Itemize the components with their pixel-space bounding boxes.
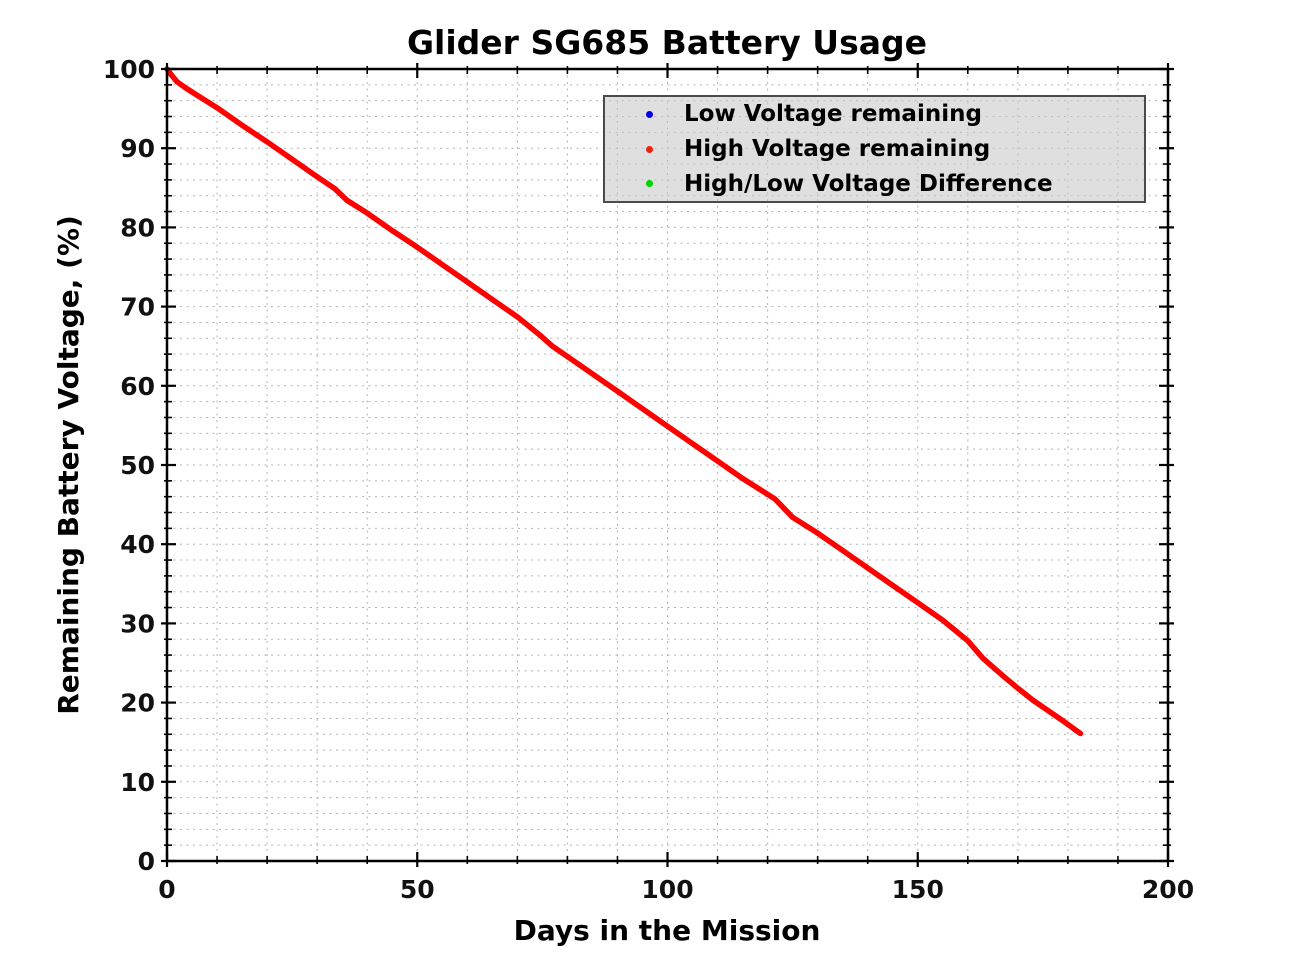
- y-tick-label: 70: [120, 293, 155, 322]
- y-tick-label: 90: [120, 134, 155, 163]
- y-tick-label: 60: [120, 372, 155, 401]
- y-axis-label: Remaining Battery Voltage, (%): [52, 215, 85, 715]
- x-tick-label: 150: [892, 875, 944, 904]
- y-tick-label: 20: [120, 689, 155, 718]
- series-curve: [164, 66, 1084, 737]
- legend-item: Low Voltage remaining: [605, 97, 1144, 132]
- legend: Low Voltage remaining High Voltage remain…: [603, 95, 1146, 203]
- dot-icon: [646, 180, 653, 188]
- x-tick-label: 200: [1142, 875, 1194, 904]
- x-tick-label: 50: [400, 875, 435, 904]
- x-tick-label: 0: [158, 875, 175, 904]
- y-tick-label: 50: [120, 451, 155, 480]
- dot-icon: [646, 110, 653, 118]
- y-tick-label: 40: [120, 530, 155, 559]
- legend-item-label: High/Low Voltage Difference: [684, 170, 1053, 197]
- y-tick-label: 0: [138, 847, 155, 876]
- chart-title: Glider SG685 Battery Usage: [407, 23, 927, 62]
- legend-item-label: Low Voltage remaining: [684, 101, 982, 128]
- y-tick-label: 10: [120, 768, 155, 797]
- legend-item: High Voltage remaining: [605, 132, 1144, 167]
- axes-border: [165, 67, 1170, 863]
- y-tick-label: 80: [120, 213, 155, 242]
- legend-item-label: High Voltage remaining: [684, 136, 991, 162]
- legend-item: High/Low Voltage Difference: [605, 166, 1144, 201]
- dot-icon: [646, 145, 653, 153]
- y-tick-label: 30: [120, 609, 155, 638]
- x-tick-label: 100: [641, 875, 693, 904]
- y-tick-label: 100: [103, 55, 155, 84]
- data-curve: [164, 66, 1084, 737]
- tick-labels: 0 50 100 150 200 0 10 20 30 40 50 60 70 80 90 100: [103, 55, 1194, 904]
- x-axis-label: Days in the Mission: [514, 914, 821, 947]
